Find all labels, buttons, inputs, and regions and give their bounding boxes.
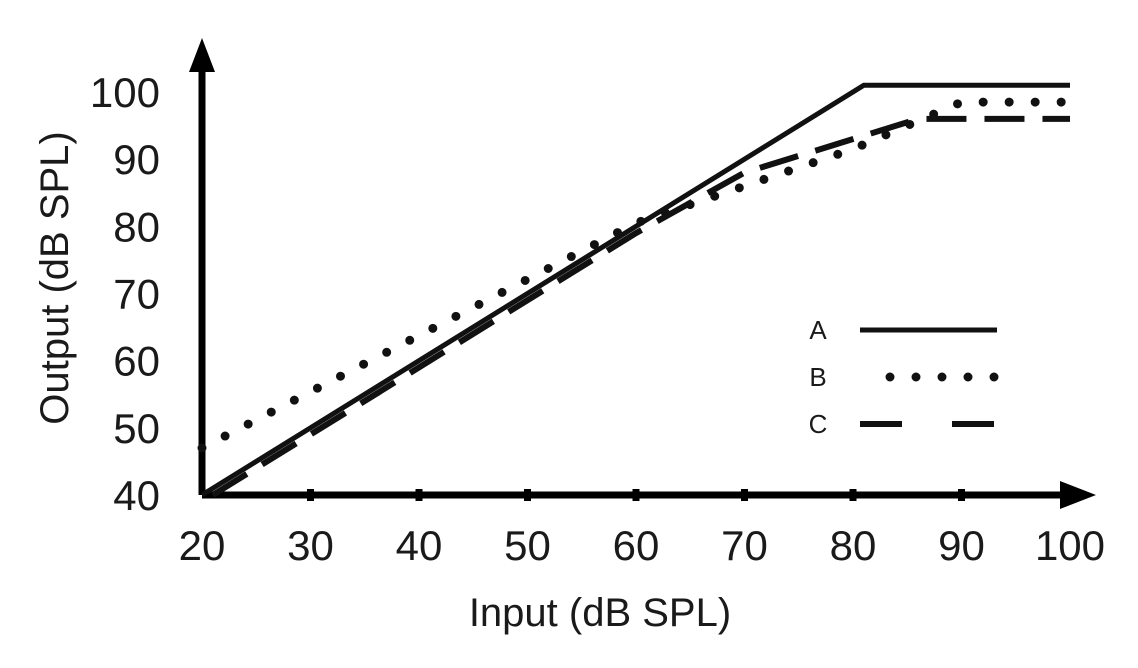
x-tick-label: 20: [179, 522, 226, 569]
legend-label-b: B: [809, 362, 826, 392]
x-tick-label: 50: [504, 522, 551, 569]
y-tick-label: 100: [90, 69, 160, 116]
tick-labels: 20 30 40 50 60 70 80 90 100 40 50 60 70 80 90 100: [90, 69, 1105, 569]
legend-label-a: A: [809, 315, 827, 345]
legend: ABC: [809, 315, 1002, 439]
series-line-a: [200, 82, 1070, 498]
x-tick-label: 80: [830, 522, 877, 569]
x-axis-title: Input (dB SPL): [469, 591, 731, 635]
series-line-c: [211, 115, 1070, 498]
y-tick-label: 50: [113, 405, 160, 452]
x-tick-label: 100: [1035, 522, 1105, 569]
y-axis-arrow: [189, 38, 215, 72]
y-tick-label: 70: [113, 271, 160, 318]
x-tick-label: 90: [938, 522, 985, 569]
x-tick-label: 40: [396, 522, 443, 569]
x-tick-label: 60: [613, 522, 660, 569]
legend-label-c: C: [809, 409, 828, 439]
series-line-b: [197, 97, 1075, 453]
x-axis-arrow: [1060, 481, 1096, 509]
axes: [189, 38, 1096, 509]
x-tick-label: 70: [721, 522, 768, 569]
y-tick-label: 80: [113, 203, 160, 250]
y-tick-label: 90: [113, 136, 160, 183]
y-tick-label: 40: [113, 472, 160, 519]
y-tick-label: 60: [113, 338, 160, 385]
x-tick-label: 30: [287, 522, 334, 569]
series-layer: [197, 82, 1075, 498]
y-axis-title: Output (dB SPL): [33, 131, 77, 424]
